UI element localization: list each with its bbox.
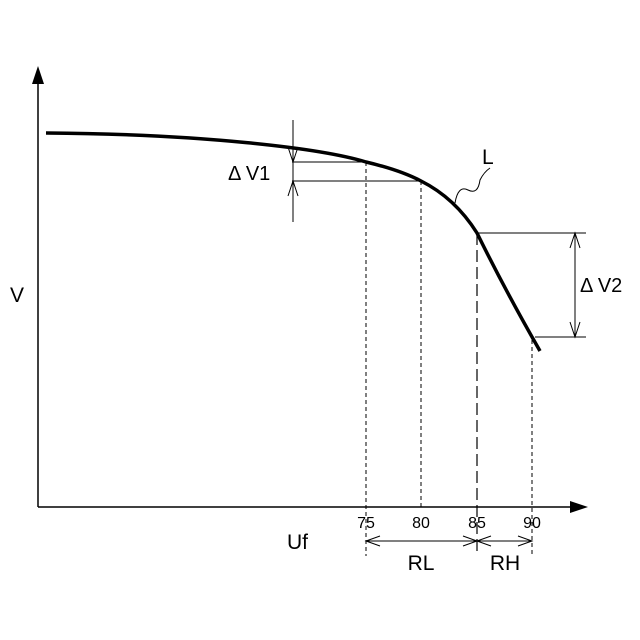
x-tick-75: 75: [357, 515, 375, 532]
x-tick-90: 90: [523, 515, 541, 532]
x-tick-85: 85: [468, 515, 486, 532]
y-axis-arrow-icon: [32, 66, 44, 84]
rh-label: RH: [490, 552, 520, 575]
x-axis-arrow-icon: [570, 501, 588, 513]
delta-v2-label: Δ V2: [580, 275, 622, 297]
rl-label: RL: [408, 552, 435, 575]
curve-label: L: [482, 146, 494, 169]
delta-v1-label: Δ V1: [228, 163, 270, 185]
x-tick-80: 80: [412, 515, 430, 532]
y-axis-label: V: [10, 284, 24, 307]
curve-l-leader: [455, 168, 490, 203]
x-axis-label: Uf: [287, 531, 308, 554]
